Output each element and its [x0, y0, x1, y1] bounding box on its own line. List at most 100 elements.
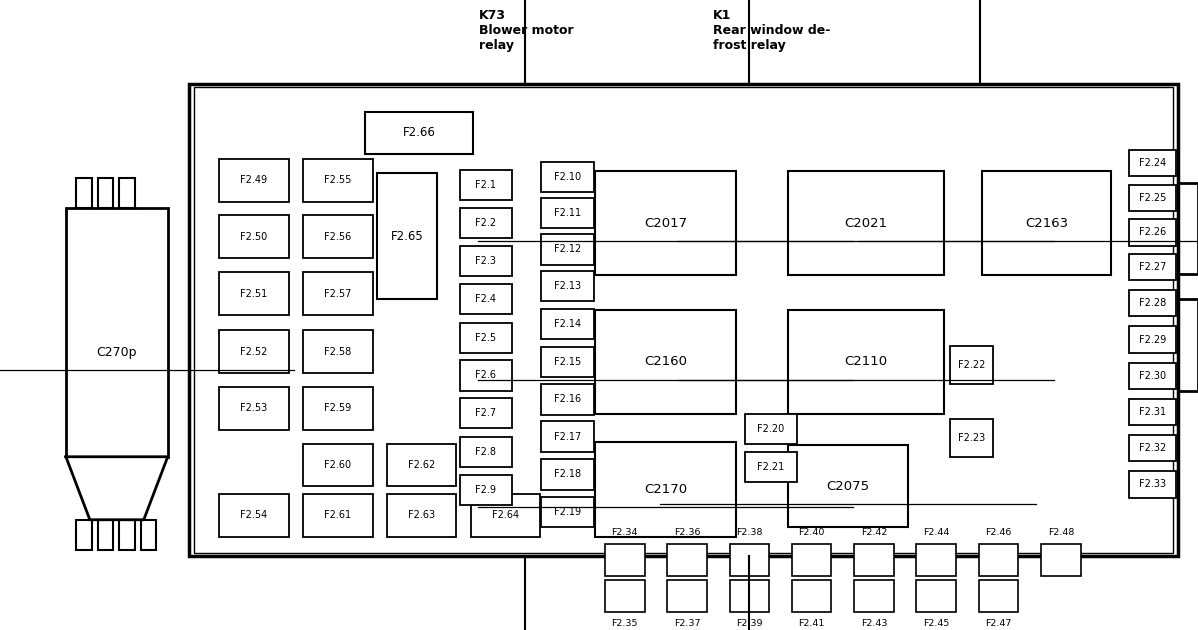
Text: F2.2: F2.2 — [476, 218, 496, 228]
Text: C2021: C2021 — [845, 217, 888, 230]
Text: F2.37: F2.37 — [673, 619, 701, 627]
Text: F2.33: F2.33 — [1139, 479, 1166, 490]
Bar — [219, 330, 289, 373]
Bar — [916, 580, 956, 612]
Text: F2.8: F2.8 — [476, 447, 496, 457]
Text: F2.1: F2.1 — [476, 180, 496, 190]
Text: F2.57: F2.57 — [325, 289, 351, 299]
Bar — [541, 309, 594, 339]
Bar — [303, 387, 373, 430]
Text: F2.44: F2.44 — [922, 529, 950, 537]
Text: C2170: C2170 — [645, 483, 686, 496]
Text: F2.40: F2.40 — [798, 529, 825, 537]
Text: F2.41: F2.41 — [798, 619, 825, 627]
Text: F2.43: F2.43 — [860, 619, 888, 627]
Text: F2.59: F2.59 — [325, 403, 351, 413]
Bar — [605, 544, 645, 576]
Bar — [460, 475, 512, 505]
Text: K1
Rear window de-
frost relay: K1 Rear window de- frost relay — [713, 9, 830, 52]
Bar — [219, 387, 289, 430]
Text: F2.23: F2.23 — [958, 433, 985, 443]
Bar — [219, 159, 289, 202]
Text: C2017: C2017 — [645, 217, 686, 230]
Text: F2.6: F2.6 — [476, 370, 496, 381]
Text: F2.62: F2.62 — [409, 460, 435, 470]
Text: F2.32: F2.32 — [1139, 443, 1166, 453]
Text: F2.35: F2.35 — [611, 619, 639, 627]
Text: F2.5: F2.5 — [476, 333, 496, 343]
Bar — [66, 208, 168, 457]
Bar — [667, 544, 707, 576]
Bar — [1129, 254, 1176, 280]
Bar — [745, 452, 797, 482]
Text: F2.22: F2.22 — [958, 360, 985, 370]
Bar — [1129, 435, 1176, 461]
Bar — [189, 84, 1178, 556]
Bar — [1129, 219, 1176, 246]
Text: F2.54: F2.54 — [241, 510, 267, 520]
Text: F2.16: F2.16 — [555, 394, 581, 404]
Bar — [460, 323, 512, 353]
Text: F2.47: F2.47 — [985, 619, 1012, 627]
Text: F2.45: F2.45 — [922, 619, 950, 627]
Text: F2.21: F2.21 — [757, 462, 785, 472]
Bar — [541, 421, 594, 452]
Bar — [916, 544, 956, 576]
Bar — [541, 346, 594, 377]
Text: F2.31: F2.31 — [1139, 407, 1166, 417]
Text: F2.4: F2.4 — [476, 294, 496, 304]
Text: F2.61: F2.61 — [325, 510, 351, 520]
Text: F2.60: F2.60 — [325, 460, 351, 470]
Bar — [377, 173, 437, 299]
Text: F2.39: F2.39 — [736, 619, 763, 627]
Bar — [471, 494, 540, 537]
Bar — [982, 171, 1111, 275]
Text: F2.48: F2.48 — [1047, 529, 1075, 537]
Text: F2.64: F2.64 — [492, 510, 519, 520]
Bar — [219, 272, 289, 315]
Bar — [460, 246, 512, 276]
Bar — [194, 87, 1173, 553]
Bar — [460, 208, 512, 238]
Bar — [950, 419, 993, 457]
Text: F2.46: F2.46 — [985, 529, 1012, 537]
Text: F2.36: F2.36 — [673, 529, 701, 537]
Bar — [541, 497, 594, 527]
Text: F2.18: F2.18 — [555, 469, 581, 479]
Text: F2.66: F2.66 — [403, 127, 436, 139]
Text: F2.7: F2.7 — [476, 408, 496, 418]
Bar — [303, 330, 373, 373]
Text: F2.30: F2.30 — [1139, 371, 1166, 381]
Bar — [97, 178, 113, 208]
Bar — [460, 360, 512, 391]
Bar — [1129, 326, 1176, 353]
Bar — [303, 272, 373, 315]
Bar — [460, 170, 512, 200]
Bar — [788, 171, 944, 275]
Text: F2.25: F2.25 — [1139, 193, 1166, 203]
Text: F2.20: F2.20 — [757, 424, 785, 434]
Bar — [119, 178, 134, 208]
Text: C270p: C270p — [96, 346, 137, 359]
Text: F2.56: F2.56 — [325, 232, 351, 242]
Bar — [387, 494, 456, 537]
Bar — [595, 310, 736, 414]
Bar — [730, 544, 769, 576]
Bar — [854, 544, 894, 576]
Bar — [745, 414, 797, 444]
Text: F2.14: F2.14 — [555, 319, 581, 329]
Bar — [303, 444, 373, 486]
Bar — [541, 162, 594, 192]
Bar — [460, 398, 512, 428]
Text: F2.52: F2.52 — [241, 346, 267, 357]
Bar — [77, 178, 92, 208]
Bar — [1129, 290, 1176, 316]
Text: F2.53: F2.53 — [241, 403, 267, 413]
Bar — [541, 198, 594, 228]
Bar — [605, 580, 645, 612]
Text: F2.24: F2.24 — [1139, 158, 1166, 168]
Text: F2.9: F2.9 — [476, 485, 496, 495]
Bar — [792, 580, 831, 612]
Text: F2.42: F2.42 — [860, 529, 888, 537]
Text: K73
Blower motor
relay: K73 Blower motor relay — [479, 9, 574, 52]
